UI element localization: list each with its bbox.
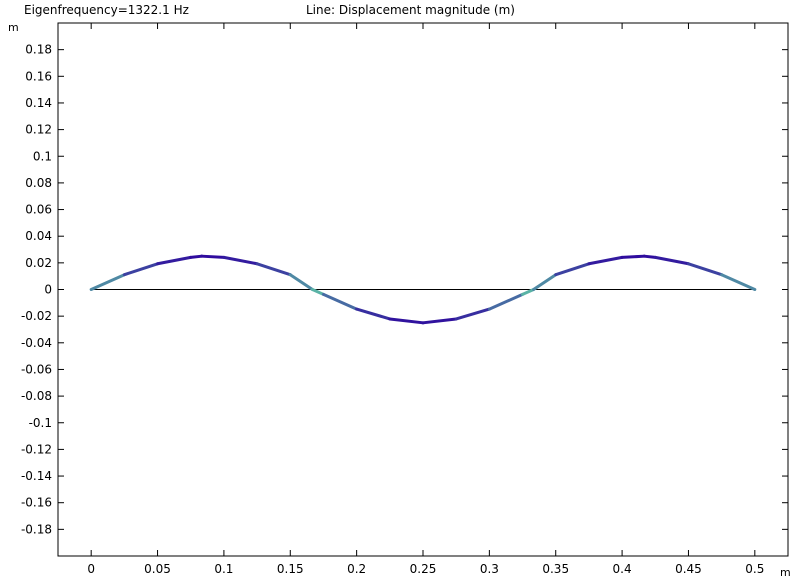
y-tick-label: -0.02 xyxy=(21,309,52,323)
y-axis: 0.18 0.16 0.14 0.12 0.1 0.08 0.06 0.04 0.02 0 -0.0… xyxy=(21,43,788,536)
x-tick-label: 0.05 xyxy=(144,562,171,576)
mode-shape-segment xyxy=(686,262,724,277)
mode-shape-segment xyxy=(288,273,314,291)
mode-shape-segment xyxy=(653,255,690,266)
y-tick-label: 0.1 xyxy=(33,149,52,163)
mode-shape-segment xyxy=(554,262,591,277)
mode-shape-segment xyxy=(321,292,359,311)
y-unit-label: m xyxy=(8,21,19,34)
y-tick-label: -0.06 xyxy=(21,362,52,376)
mode-shape-segment xyxy=(310,288,325,296)
mode-shape-segment xyxy=(532,273,558,291)
series-layer xyxy=(89,254,757,325)
y-tick-label: 0.14 xyxy=(25,96,52,110)
mode-shape-segment xyxy=(421,317,458,325)
x-tick-label: 0.35 xyxy=(542,562,569,576)
x-axis: 0 0.05 0.1 0.15 0.2 0.25 0.3 0.35 0.4 0.45 0.5 xyxy=(87,23,764,576)
mode-shape-segment xyxy=(189,254,204,259)
x-tick-label: 0.4 xyxy=(613,562,632,576)
mode-shape-segment xyxy=(388,317,425,325)
y-tick-label: -0.14 xyxy=(21,469,52,483)
y-tick-label: 0.16 xyxy=(25,69,52,83)
x-tick-label: 0.25 xyxy=(410,562,437,576)
y-tick-label: 0.02 xyxy=(25,256,52,270)
y-tick-label: 0.06 xyxy=(25,203,52,217)
mode-shape-segment xyxy=(642,254,657,259)
x-tick-label: 0.5 xyxy=(745,562,764,576)
y-tick-label: 0.18 xyxy=(25,43,52,57)
x-tick-label: 0.3 xyxy=(480,562,499,576)
mode-shape-segment xyxy=(255,262,292,277)
x-tick-label: 0.45 xyxy=(675,562,702,576)
mode-shape-segment xyxy=(122,262,160,277)
x-tick-label: 0.15 xyxy=(277,562,304,576)
y-tick-label: 0 xyxy=(44,283,52,297)
mode-shape-segment xyxy=(89,273,126,291)
x-tick-label: 0.1 xyxy=(214,562,233,576)
x-tick-label: 0 xyxy=(87,562,95,576)
y-tick-label: 0.08 xyxy=(25,176,52,190)
mode-shape-segment xyxy=(156,255,193,266)
y-tick-label: -0.18 xyxy=(21,522,52,536)
y-tick-label: -0.12 xyxy=(21,442,52,456)
mode-shape-segment xyxy=(620,254,646,259)
y-tick-label: 0.04 xyxy=(25,229,52,243)
mode-shape-segment xyxy=(222,255,259,266)
x-unit-label: m xyxy=(780,566,791,577)
mode-shape-segment xyxy=(200,254,226,259)
y-tick-label: -0.04 xyxy=(21,336,52,350)
expression-label: Line: Displacement magnitude (m) xyxy=(306,3,515,17)
mode-shape-segment xyxy=(454,307,491,321)
eigenfrequency-label: Eigenfrequency=1322.1 Hz xyxy=(24,3,189,17)
mode-shape-segment xyxy=(720,273,757,291)
x-tick-label: 0.2 xyxy=(347,562,366,576)
y-tick-label: -0.08 xyxy=(21,389,52,403)
mode-shape-segment xyxy=(521,288,536,296)
y-tick-label: -0.1 xyxy=(29,416,52,430)
mode-shape-segment xyxy=(587,255,624,266)
y-tick-label: -0.16 xyxy=(21,496,52,510)
mode-shape-segment xyxy=(487,292,525,311)
y-tick-label: 0.12 xyxy=(25,123,52,137)
mode-shape-segment xyxy=(355,307,392,321)
